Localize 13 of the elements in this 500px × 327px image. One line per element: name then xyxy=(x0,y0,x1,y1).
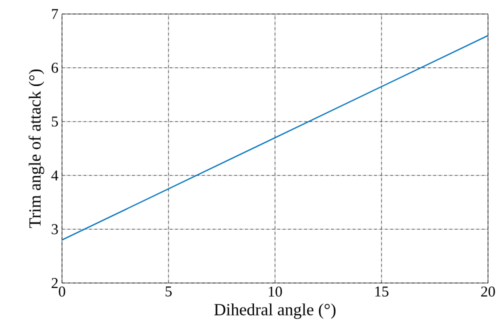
x-tick-label: 5 xyxy=(166,286,172,296)
x-tick-label: 10 xyxy=(268,286,282,297)
x-tick-label: 20 xyxy=(481,286,495,297)
y-tick-label: 5 xyxy=(52,116,58,127)
y-tick-label: 7 xyxy=(52,9,58,19)
x-axis-title: Dihedral angle (°) xyxy=(214,303,336,319)
x-tick-label: 15 xyxy=(375,286,388,297)
y-tick-label: 4 xyxy=(51,170,58,180)
y-axis-title: Trim angle of attack (°) xyxy=(28,69,44,228)
y-tick-label: 2 xyxy=(52,278,58,288)
y-tick-label: 6 xyxy=(52,62,58,73)
x-tick-label: 0 xyxy=(58,286,66,297)
y-tick-label: 3 xyxy=(52,224,58,234)
